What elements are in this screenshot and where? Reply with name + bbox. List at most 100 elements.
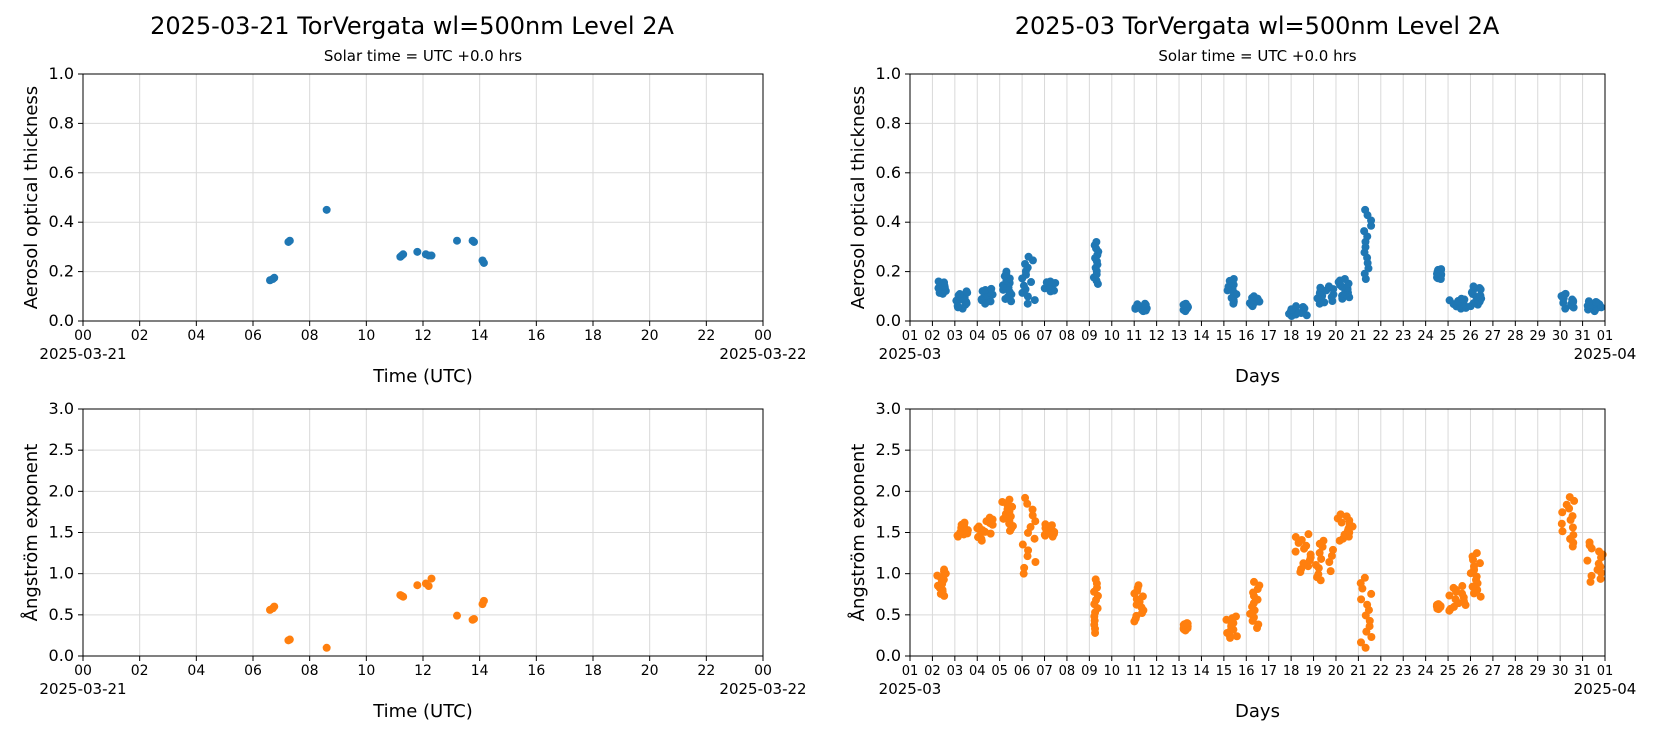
data-point: [1476, 592, 1485, 601]
data-point: [1183, 619, 1192, 628]
x-axis-label: Time (UTC): [372, 701, 473, 722]
data-point: [1587, 571, 1596, 580]
x-tick-label: 16: [1238, 329, 1255, 344]
data-point: [1449, 583, 1458, 592]
data-point: [1568, 295, 1577, 304]
x-tick-label: 27: [1485, 664, 1502, 679]
data-point: [1328, 545, 1337, 554]
x-tick-label: 23: [1395, 329, 1412, 344]
x-tick-label: 01: [1597, 329, 1614, 344]
x-tick-label: 17: [1260, 664, 1277, 679]
data-point: [1592, 298, 1601, 306]
y-tick-label: 1.0: [876, 564, 901, 583]
data-point: [1023, 552, 1032, 561]
data-point: [1472, 549, 1481, 558]
data-point: [1023, 299, 1032, 308]
data-point: [1568, 512, 1577, 521]
right-figure-title: 2025-03 TorVergata wl=500nm Level 2A: [1015, 12, 1500, 40]
data-point: [940, 565, 949, 574]
x-tick-label: 28: [1507, 664, 1524, 679]
x-tick-label: 06: [1014, 664, 1031, 679]
y-tick-label: 0.6: [49, 163, 74, 182]
y-tick-label: 1.5: [49, 523, 74, 542]
x-tick-label: 09: [1081, 664, 1098, 679]
data-point: [1327, 551, 1336, 560]
data-point: [1356, 579, 1365, 588]
data-point: [1306, 550, 1315, 559]
x-tick-label: 02: [131, 663, 149, 679]
data-point: [1557, 519, 1566, 528]
y-tick-label: 0.8: [876, 113, 901, 132]
x-tick-label: 15: [1216, 329, 1233, 344]
data-point: [987, 284, 996, 293]
x-tick-label: 06: [244, 663, 262, 679]
data-point: [1319, 536, 1328, 545]
x-tick-label: 13: [1171, 329, 1188, 344]
data-point: [479, 258, 488, 267]
data-point: [962, 287, 971, 296]
plot-frame: [909, 73, 1606, 322]
y-tick-label: 2.0: [876, 481, 901, 500]
data-point: [453, 611, 461, 620]
x-tick-label: 08: [301, 663, 319, 679]
y-tick-label: 2.0: [49, 481, 74, 500]
data-point: [1472, 572, 1481, 581]
x-tick-label: 26: [1462, 664, 1479, 679]
y-tick-label: 2.5: [49, 440, 74, 459]
x-tick-label: 18: [584, 328, 602, 344]
data-point: [1291, 547, 1300, 556]
data-point: [1475, 559, 1484, 568]
x-date-label-start: 2025-03: [879, 345, 942, 363]
y-tick-label: 0.2: [49, 262, 74, 281]
data-point: [934, 277, 943, 286]
data-point: [1361, 205, 1370, 214]
data-point: [1024, 546, 1033, 555]
x-tick-label: 12: [414, 663, 432, 679]
data-point: [424, 582, 433, 591]
x-tick-label: 20: [641, 663, 659, 679]
x-tick-label: 29: [1529, 664, 1546, 679]
x-tick-label: 08: [1059, 329, 1076, 344]
data-point: [1469, 562, 1478, 571]
x-tick-label: 14: [1193, 664, 1210, 679]
data-point: [1558, 527, 1567, 536]
x-tick-label: 06: [1014, 329, 1031, 344]
data-point: [1026, 523, 1035, 532]
x-tick-label: 30: [1552, 664, 1569, 679]
data-point: [1041, 520, 1050, 529]
data-point: [1299, 302, 1308, 311]
x-tick-label: 22: [697, 663, 715, 679]
panel-subtitle: Solar time = UTC +0.0 hrs: [1158, 47, 1356, 65]
data-point: [413, 247, 422, 256]
data-point: [1092, 237, 1101, 246]
data-point: [1297, 535, 1306, 544]
y-tick-label: 0.0: [876, 311, 901, 330]
data-point: [1291, 533, 1300, 542]
x-tick-label: 30: [1552, 329, 1569, 344]
data-point: [1568, 523, 1577, 532]
left-figure-title: 2025-03-21 TorVergata wl=500nm Level 2A: [150, 12, 674, 40]
data-point: [1315, 548, 1324, 557]
panel-subtitle: Solar time = UTC +0.0 hrs: [324, 47, 522, 65]
data-point: [1232, 632, 1241, 641]
data-point: [1021, 260, 1030, 268]
data-point: [1031, 558, 1040, 567]
x-date-label-end: 2025-03-22: [719, 345, 806, 363]
data-point: [1595, 547, 1604, 556]
x-tick-label: 03: [947, 329, 964, 344]
data-point: [270, 602, 279, 611]
data-point: [974, 522, 983, 531]
data-point: [1357, 595, 1366, 604]
y-axis-label: Ångström exponent: [20, 444, 42, 622]
x-tick-label: 25: [1440, 329, 1457, 344]
data-point: [1445, 591, 1454, 600]
data-point: [998, 497, 1007, 506]
x-tick-label: 25: [1440, 664, 1457, 679]
data-point: [1361, 643, 1370, 652]
data-point: [1586, 577, 1595, 586]
y-tick-label: 3.0: [876, 399, 901, 418]
x-tick-label: 24: [1417, 329, 1434, 344]
data-point: [1028, 511, 1037, 520]
data-point: [1457, 294, 1466, 303]
x-date-label-end: 2025-04: [1574, 680, 1637, 698]
